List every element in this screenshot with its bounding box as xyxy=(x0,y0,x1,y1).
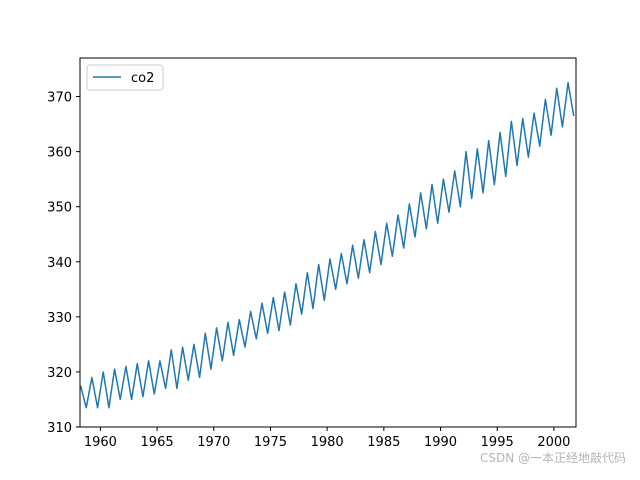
y-tick-label: 330 xyxy=(47,311,72,326)
x-tick-label: 1965 xyxy=(141,435,174,450)
axes-frame xyxy=(79,57,577,428)
y-axis: 310 320 330 340 350 360 370 xyxy=(47,91,80,436)
legend-label: co2 xyxy=(131,71,154,86)
y-tick-label: 350 xyxy=(47,201,72,216)
watermark: CSDN @一本正经地敲代码 xyxy=(479,451,626,465)
legend-box xyxy=(86,64,164,91)
y-tick-label: 320 xyxy=(47,366,72,381)
x-tick-label: 1995 xyxy=(481,435,514,450)
x-tick-label: 1970 xyxy=(197,435,230,450)
y-tick-label: 310 xyxy=(47,421,72,436)
plot-area xyxy=(80,82,575,409)
x-tick-label: 1990 xyxy=(424,435,457,450)
series-line-co2 xyxy=(80,82,575,409)
x-axis: 1960 1965 1970 1975 1980 1985 1990 1995 2000 xyxy=(84,427,570,450)
x-tick-label: 2000 xyxy=(537,435,570,450)
x-tick-label: 1960 xyxy=(84,435,117,450)
legend: co2 xyxy=(86,64,164,91)
y-tick-label: 360 xyxy=(47,146,72,161)
y-tick-label: 340 xyxy=(47,256,72,271)
x-tick-label: 1975 xyxy=(254,435,287,450)
y-tick-label: 370 xyxy=(47,91,72,106)
x-tick-label: 1985 xyxy=(367,435,400,450)
x-tick-label: 1980 xyxy=(311,435,344,450)
